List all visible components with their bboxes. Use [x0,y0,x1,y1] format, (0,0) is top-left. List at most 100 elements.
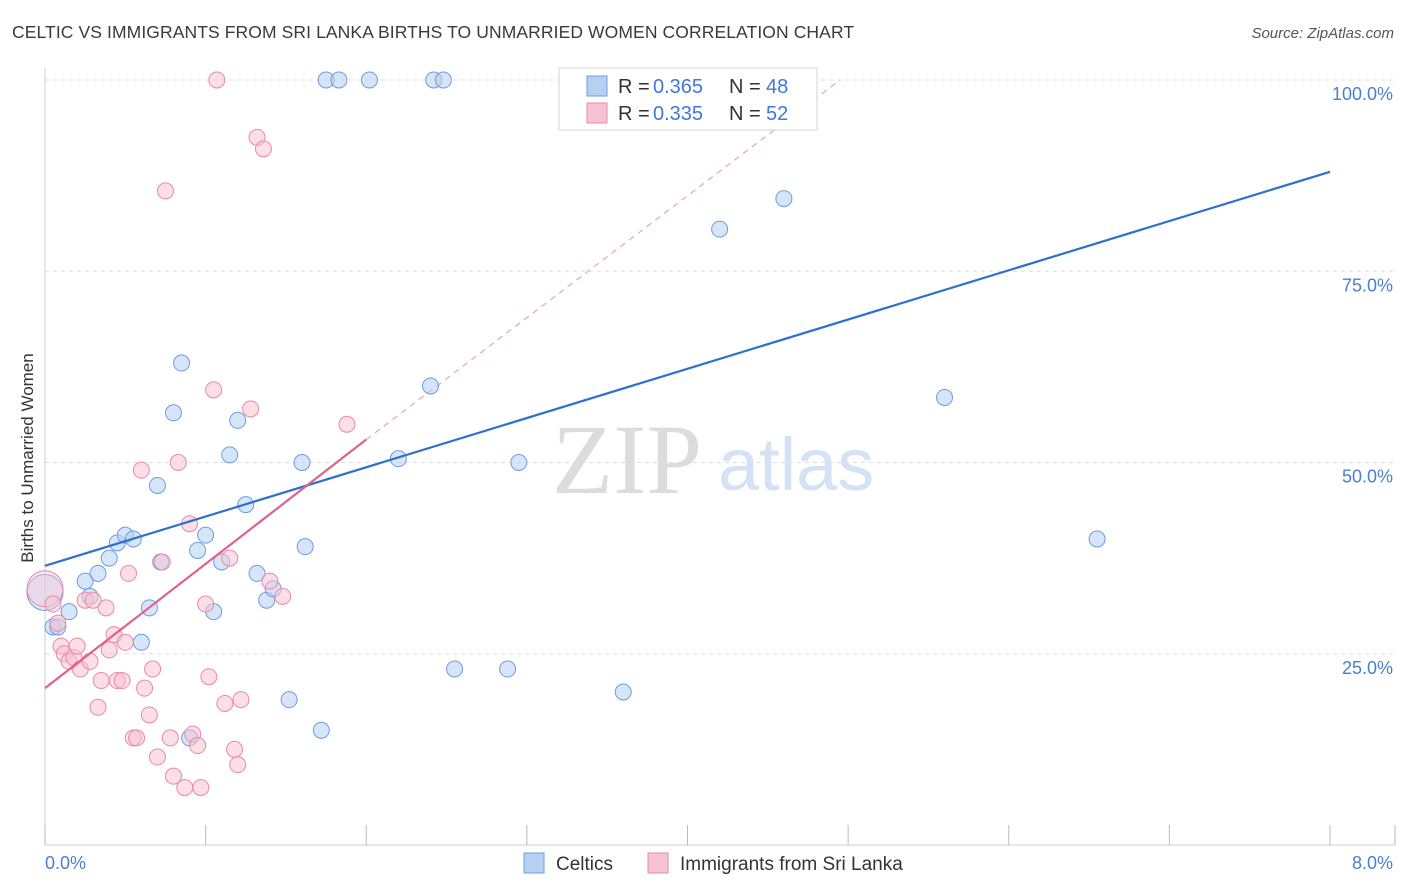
watermark-zip: ZIP [552,404,702,515]
data-point-srilanka [44,595,62,613]
bottom-legend-label-srilanka: Immigrants from Sri Lanka [680,854,903,875]
data-point-celtics [248,564,266,582]
watermark: ZIP atlas [552,404,874,515]
y-axis-title: Births to Unmarried Women [18,353,37,562]
data-point-srilanka [274,587,292,605]
data-point-celtics [165,404,182,422]
data-point-srilanka [176,779,194,797]
data-point-srilanka [144,660,162,678]
legend-r-label-srilanka: R = [618,103,650,125]
data-point-srilanka [161,729,179,747]
data-point-srilanka [197,595,215,613]
data-point-celtics [330,71,348,89]
data-point-srilanka [116,633,134,651]
data-point-srilanka [229,756,247,774]
points-layer [26,71,1331,797]
bottom-legend-swatch-srilanka [647,852,669,874]
data-point-celtics [148,476,166,494]
y-tick-label: 100.0% [1332,84,1393,104]
data-point-srilanka [153,553,171,571]
legend-n-value-srilanka: 52 [766,103,788,125]
trend-layer [365,79,841,441]
axes-layer [44,68,1396,846]
y-tick-label: 75.0% [1342,275,1393,295]
x-tick-label: 0.0% [45,853,86,873]
data-point-srilanka [97,599,115,617]
data-point-srilanka [189,737,207,755]
data-point-celtics [1088,530,1106,548]
data-point-srilanka [92,672,110,690]
data-point-srilanka [113,672,131,690]
data-point-srilanka [136,679,154,697]
legend-r-value-celtics: 0.365 [653,76,703,98]
x-tick-label: 8.0% [1352,853,1393,873]
data-point-celtics [280,691,298,709]
data-point-celtics [389,450,407,468]
data-point-celtics [89,564,107,582]
data-point-srilanka [208,71,226,89]
chart-title: CELTIC VS IMMIGRANTS FROM SRI LANKA BIRT… [12,22,855,42]
legend-r-value-srilanka: 0.335 [653,103,703,125]
data-point-celtics [499,660,517,678]
data-point-srilanka [68,637,86,655]
data-point-celtics [197,526,215,544]
data-point-srilanka [140,706,158,724]
legend-n-label-celtics: N = [729,76,761,98]
data-point-srilanka [216,694,234,712]
data-point-srilanka [89,698,107,716]
data-point-srilanka [205,381,223,399]
data-point-celtics [775,190,793,208]
data-point-celtics [360,71,378,89]
data-point-srilanka [165,767,182,785]
data-point-celtics [296,538,314,556]
data-point-celtics [132,633,150,651]
watermark-atlas: atlas [718,423,874,506]
bottom-legend-label-celtics: Celtics [556,854,613,875]
bottom-legend-swatch-celtics [523,852,545,874]
data-point-srilanka [84,591,102,609]
trend-line-srilanka [44,438,367,690]
y-tick-label: 50.0% [1342,467,1393,487]
trend-line-celtics [44,170,1331,567]
legend-box: R = 0.365 N = 48 R = 0.335 N = 52 [558,67,818,131]
y-tick-label: 25.0% [1342,658,1393,678]
data-point-celtics [614,683,632,701]
data-point-celtics [446,660,464,678]
data-point-celtics [76,572,94,590]
data-point-celtics [312,721,330,739]
bottom-legend: Celtics Immigrants from Sri Lanka [523,852,903,875]
trend-extension-srilanka [365,79,841,441]
data-point-celtics [173,354,191,372]
legend-n-value-celtics: 48 [766,76,788,98]
legend-n-label-srilanka: N = [729,103,761,125]
grid-layer [45,79,1395,655]
data-point-srilanka [169,454,187,471]
chart-source: Source: ZipAtlas.com [1251,25,1394,42]
data-point-celtics [434,71,452,89]
data-point-celtics [293,454,311,471]
legend-swatch-celtics [586,75,608,97]
data-point-celtics [422,377,439,395]
data-point-srilanka [148,748,166,766]
data-point-srilanka [132,461,150,479]
data-point-srilanka [200,668,218,686]
data-point-celtics [229,411,247,429]
data-point-celtics [510,454,528,471]
data-point-celtics [100,549,118,567]
data-point-celtics [936,388,953,406]
data-point-srilanka [156,182,174,200]
ticks-layer: 25.0% 50.0% 75.0% 100.0% 0.0% 8.0% [45,84,1393,873]
data-point-celtics [60,603,78,621]
legend-swatch-srilanka [586,102,608,124]
data-point-celtics [189,541,207,559]
data-point-celtics [711,220,729,238]
data-point-srilanka [254,140,272,158]
data-point-srilanka [81,652,99,670]
data-point-srilanka [120,564,138,582]
data-point-srilanka [242,400,260,418]
data-point-srilanka [49,614,67,632]
data-point-srilanka [192,779,210,797]
data-point-srilanka [221,549,239,567]
data-point-srilanka [338,415,356,433]
